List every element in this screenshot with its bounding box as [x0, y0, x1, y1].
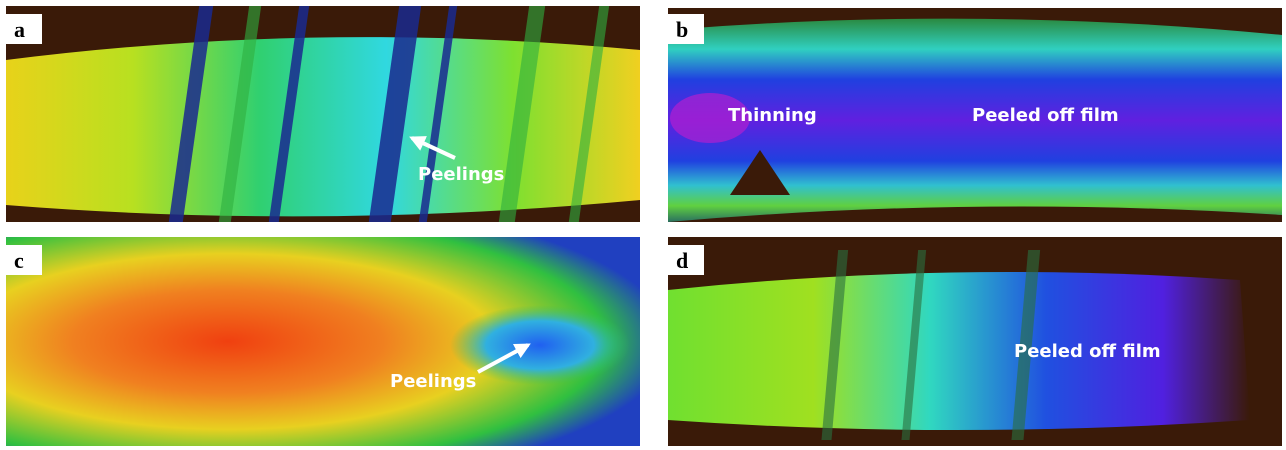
- panel-label: a: [14, 17, 25, 42]
- panel-label: d: [676, 248, 688, 273]
- panel-c: c Peelings: [6, 237, 640, 446]
- annotation: Peelings: [418, 164, 504, 185]
- panel-label: c: [14, 248, 24, 273]
- panel-d: d Peeled off film: [668, 237, 1282, 446]
- annotation: Peelings: [390, 371, 476, 392]
- panel-a: a Peelings: [6, 6, 640, 222]
- annotation: Peeled off film: [972, 105, 1119, 126]
- panel-b: b Thinning Peeled off film: [668, 8, 1282, 222]
- annotation: Thinning: [728, 105, 817, 126]
- annotation: Peeled off film: [1014, 341, 1161, 362]
- panel-label: b: [676, 17, 688, 42]
- figure: a Peelings b Thinning Peeled off film c …: [0, 0, 1286, 450]
